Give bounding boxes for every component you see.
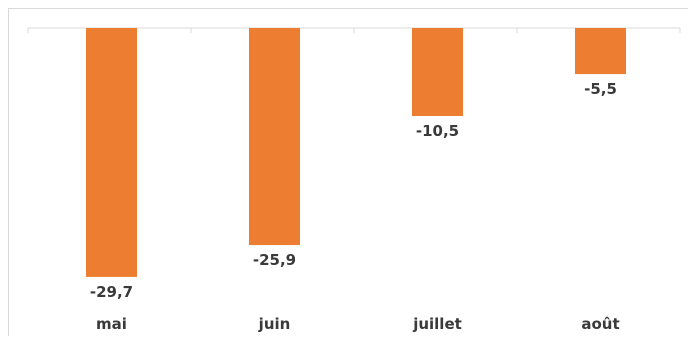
bar-juin [249, 28, 300, 246]
category-label-août: août [581, 315, 619, 333]
chart-frame [8, 8, 688, 336]
category-label-juillet: juillet [412, 315, 462, 333]
category-label-mai: mai [96, 315, 127, 333]
data-label-août: -5,5 [584, 80, 617, 98]
bar-juillet [412, 28, 463, 116]
bar-août [575, 28, 626, 75]
data-label-juin: -25,9 [253, 251, 296, 269]
labels-layer: -29,7 mai -25,9 juin -10,5 juillet -5,5 août [90, 80, 620, 333]
bars-layer [86, 28, 626, 277]
data-label-juillet: -10,5 [416, 122, 459, 140]
bar-mai [86, 28, 137, 277]
data-label-mai: -29,7 [90, 283, 133, 301]
category-label-juin: juin [258, 315, 291, 333]
